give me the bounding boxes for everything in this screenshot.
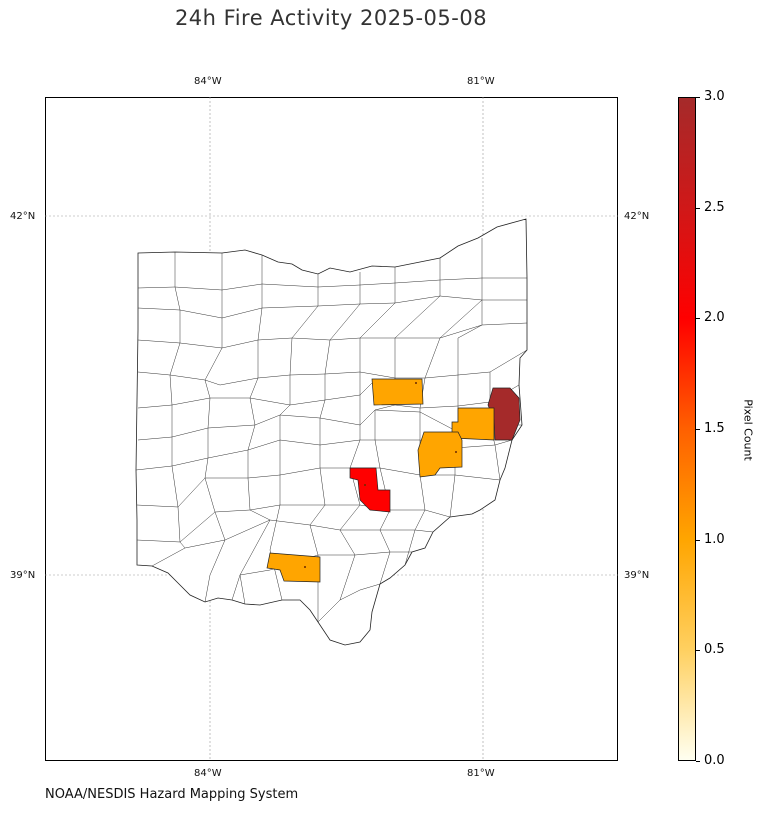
colorbar-tick-label: 0.0 xyxy=(704,753,725,768)
fire-county-one-pixel-a xyxy=(371,378,424,406)
colorbar-tick-label: 1.5 xyxy=(704,421,725,436)
lon-tick-top-81w: 81°W xyxy=(467,76,495,87)
lat-tick-right-39n: 39°N xyxy=(624,570,650,581)
fire-marker xyxy=(415,382,417,384)
fire-county-one-pixel-d xyxy=(266,552,321,583)
lon-tick-top-84w: 84°W xyxy=(194,76,222,87)
colorbar-tick-mark xyxy=(696,207,700,209)
colorbar-tick-label: 3.0 xyxy=(704,89,725,104)
county-borders xyxy=(135,238,528,623)
lat-tick-left-42n: 42°N xyxy=(10,211,36,222)
colorbar-tick-mark xyxy=(696,97,700,98)
credit-text: NOAA/NESDIS Hazard Mapping System xyxy=(45,787,299,802)
fire-county-two-pixels xyxy=(349,467,391,513)
colorbar-label: Pixel Count xyxy=(741,399,755,461)
colorbar xyxy=(678,97,696,761)
fire-marker xyxy=(304,566,306,568)
colorbar-tick-mark xyxy=(696,761,700,762)
fire-marker xyxy=(364,484,366,486)
lon-tick-bottom-84w: 84°W xyxy=(194,768,222,779)
chart-title: 24h Fire Activity 2025-05-08 xyxy=(174,6,488,30)
colorbar-tick-mark xyxy=(696,539,700,541)
colorbar-tick-label: 0.5 xyxy=(704,642,725,658)
colorbar-tick-label: 2.5 xyxy=(704,199,725,215)
fire-detection-markers xyxy=(304,382,457,568)
fire-counties xyxy=(266,378,521,583)
colorbar-tick-mark xyxy=(696,318,700,320)
colorbar-tick-mark xyxy=(696,650,700,652)
colorbar-tick-mark xyxy=(696,429,700,430)
lat-tick-left-39n: 39°N xyxy=(10,570,36,581)
lat-tick-right-42n: 42°N xyxy=(624,211,650,222)
fire-marker xyxy=(455,451,457,453)
fire-county-one-pixel-c xyxy=(417,431,463,478)
colorbar-tick-label: 2.0 xyxy=(704,310,725,326)
lon-tick-bottom-81w: 81°W xyxy=(467,768,495,779)
colorbar-tick-label: 1.0 xyxy=(704,531,725,547)
